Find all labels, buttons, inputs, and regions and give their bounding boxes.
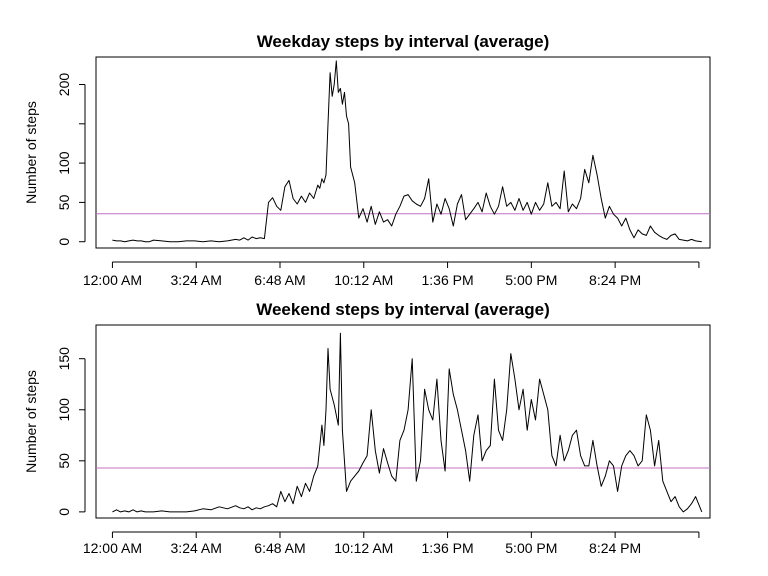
x-tick-label: 3:24 AM — [171, 272, 222, 288]
y-axis-label: Number of steps — [23, 101, 39, 204]
y-axis-label: Number of steps — [23, 370, 39, 473]
series-line — [112, 60, 702, 243]
y-tick-label: 200 — [56, 73, 72, 97]
x-tick-label: 1:36 PM — [421, 272, 473, 288]
x-tick-label: 3:24 AM — [171, 540, 222, 556]
panel-weekend: Weekend steps by interval (average) 0 50 10… — [23, 300, 711, 556]
x-tick-label: 1:36 PM — [421, 540, 473, 556]
y-tick-label: 150 — [56, 347, 72, 371]
y-tick-label: 0 — [56, 238, 72, 246]
x-tick-label: 8:24 PM — [589, 272, 641, 288]
x-tick-label: 12:00 AM — [83, 272, 142, 288]
chart-title: Weekend steps by interval (average) — [256, 300, 550, 319]
x-tick-label: 10:12 AM — [334, 540, 393, 556]
y-tick-label: 100 — [56, 151, 72, 175]
x-tick-label: 10:12 AM — [334, 272, 393, 288]
y-tick-label: 50 — [56, 194, 72, 210]
plot-frame — [95, 56, 711, 249]
y-tick-label: 100 — [56, 398, 72, 422]
y-tick-label: 0 — [56, 508, 72, 516]
x-tick-label: 5:00 PM — [505, 540, 557, 556]
x-tick-label: 12:00 AM — [83, 540, 142, 556]
x-tick-label: 6:48 AM — [254, 540, 305, 556]
x-tick-label: 6:48 AM — [254, 272, 305, 288]
panel-weekday: Weekday steps by interval (average) 0 50 10… — [23, 32, 711, 288]
x-tick-label: 8:24 PM — [589, 540, 641, 556]
series-line — [112, 332, 703, 513]
chart-title: Weekday steps by interval (average) — [257, 32, 550, 51]
plot-frame — [95, 324, 711, 519]
y-tick-label: 50 — [56, 453, 72, 469]
x-tick-label: 5:00 PM — [505, 272, 557, 288]
